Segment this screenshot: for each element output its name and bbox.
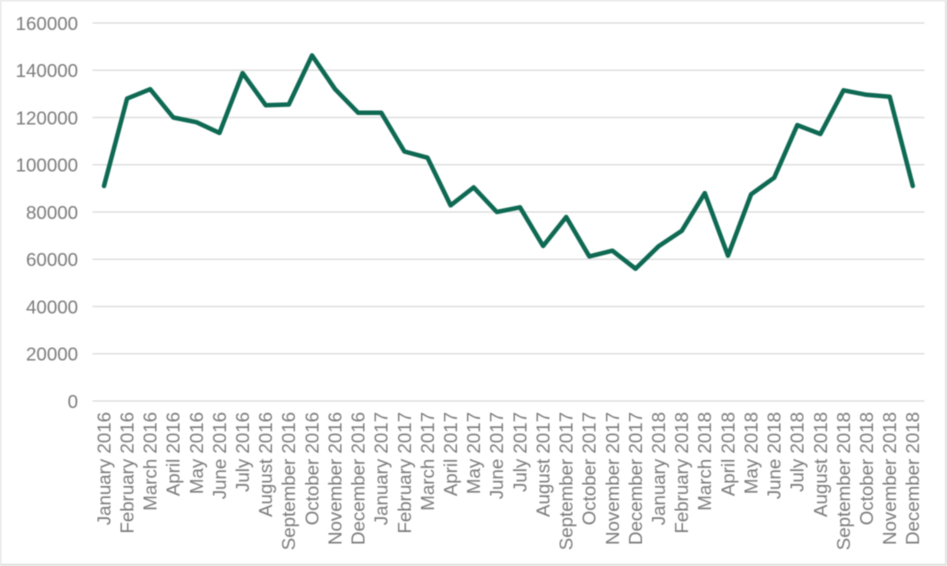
svg-text:January 2017: January 2017	[371, 412, 392, 525]
svg-text:September 2016: September 2016	[278, 412, 299, 550]
svg-text:February 2017: February 2017	[394, 412, 415, 534]
svg-text:80000: 80000	[26, 202, 78, 223]
svg-text:September 2018: September 2018	[833, 412, 854, 550]
svg-text:January 2018: January 2018	[648, 412, 669, 525]
svg-text:120000: 120000	[16, 107, 78, 128]
svg-text:August 2017: August 2017	[533, 412, 554, 517]
svg-text:February 2016: February 2016	[117, 412, 138, 534]
svg-text:June 2018: June 2018	[764, 412, 785, 499]
svg-text:July 2018: July 2018	[787, 412, 808, 492]
svg-text:140000: 140000	[16, 60, 78, 81]
svg-text:40000: 40000	[26, 296, 78, 317]
svg-text:May 2018: May 2018	[741, 412, 762, 494]
svg-text:60000: 60000	[26, 249, 78, 270]
svg-text:December 2016: December 2016	[348, 412, 369, 545]
svg-text:July 2017: July 2017	[509, 412, 530, 492]
svg-text:April 2018: April 2018	[717, 412, 738, 496]
svg-text:November 2017: November 2017	[602, 412, 623, 545]
svg-text:June 2016: June 2016	[209, 412, 230, 499]
svg-text:April 2017: April 2017	[440, 412, 461, 496]
svg-text:March 2017: March 2017	[417, 412, 438, 511]
svg-text:July 2016: July 2016	[232, 412, 253, 492]
svg-text:20000: 20000	[26, 344, 78, 365]
svg-text:February 2018: February 2018	[671, 412, 692, 534]
svg-text:March 2016: March 2016	[140, 412, 161, 511]
svg-text:100000: 100000	[16, 155, 78, 176]
svg-text:160000: 160000	[16, 13, 78, 34]
svg-text:October 2016: October 2016	[301, 412, 322, 525]
svg-text:April 2016: April 2016	[163, 412, 184, 496]
svg-text:August 2018: August 2018	[810, 412, 831, 517]
svg-text:May 2016: May 2016	[186, 412, 207, 494]
svg-text:December 2017: December 2017	[625, 412, 646, 545]
svg-text:0: 0	[68, 391, 78, 412]
svg-text:June 2017: June 2017	[486, 412, 507, 499]
svg-text:October 2017: October 2017	[579, 412, 600, 525]
svg-text:November 2016: November 2016	[325, 412, 346, 545]
svg-text:December 2018: December 2018	[902, 412, 923, 545]
svg-text:March 2018: March 2018	[694, 412, 715, 511]
svg-text:August 2016: August 2016	[255, 412, 276, 517]
svg-text:October 2018: October 2018	[856, 412, 877, 525]
svg-text:September 2017: September 2017	[556, 412, 577, 550]
svg-text:November 2018: November 2018	[879, 412, 900, 545]
svg-text:May 2017: May 2017	[463, 412, 484, 494]
svg-text:January 2016: January 2016	[93, 412, 114, 525]
